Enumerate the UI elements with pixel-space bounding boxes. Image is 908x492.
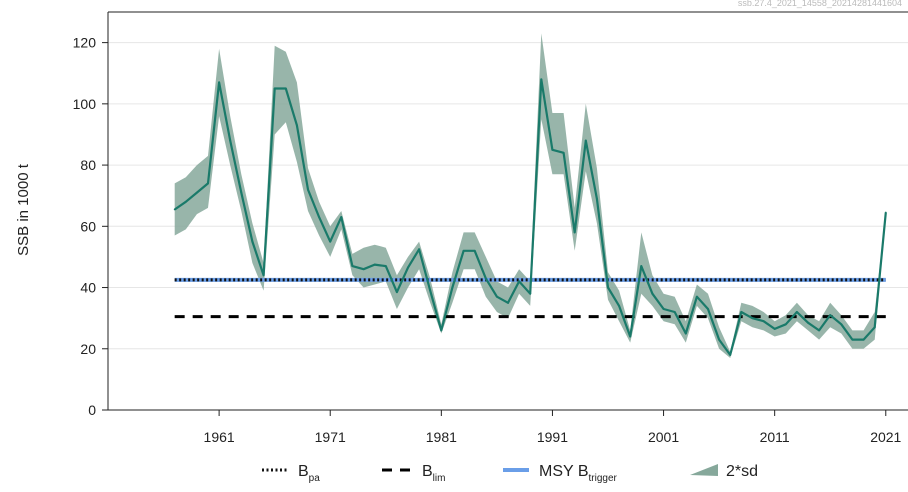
ssb-point <box>740 311 743 313</box>
y-axis-title: SSB in 1000 t <box>15 163 32 256</box>
ssb-point <box>651 292 654 295</box>
ssb-point <box>629 335 632 338</box>
axes <box>107 11 908 411</box>
ssb-point <box>562 151 565 154</box>
legend-subscript: trigger <box>589 473 618 484</box>
ssb-point <box>829 314 832 316</box>
ssb-point <box>318 216 321 219</box>
legend: Bpa Blim MSY Btrigger 2*sd <box>262 463 758 484</box>
ssb-point <box>184 200 187 203</box>
ssb-point <box>784 323 787 326</box>
ssb-point <box>451 286 454 289</box>
y-tick-label: 40 <box>80 280 96 296</box>
x-tick-label: 2021 <box>870 429 901 445</box>
ssb-point <box>518 280 521 283</box>
ssb-point <box>695 295 698 298</box>
ssb-point <box>473 249 476 252</box>
ssb-point <box>440 329 443 332</box>
legend-label-bpa: Bpa <box>298 463 320 484</box>
ssb-point <box>373 263 376 266</box>
ssb-point <box>840 323 843 326</box>
ssb-point <box>284 87 287 90</box>
ssb-point <box>684 332 687 335</box>
ssb-point <box>851 338 854 341</box>
y-tick-label: 20 <box>80 341 96 357</box>
ssb-point <box>862 338 865 341</box>
sd-band <box>174 33 886 359</box>
ssb-point <box>751 317 754 320</box>
y-tick-label: 120 <box>73 35 97 51</box>
ssb-point <box>607 286 609 289</box>
ssb-point <box>307 188 309 191</box>
ssb-point <box>351 265 354 268</box>
ssb-point <box>429 289 432 292</box>
ssb-point <box>418 248 421 251</box>
x-tick-label: 1961 <box>204 429 235 445</box>
legend-label-blim: Blim <box>422 463 445 484</box>
sd-band-group <box>174 33 886 359</box>
ssb-point <box>718 338 721 341</box>
ssb-point <box>295 124 298 127</box>
ssb-series-group <box>173 78 887 356</box>
ssb-point <box>173 208 176 211</box>
grid-lines <box>108 42 908 350</box>
x-axis-ticks: 1961 1971 1981 1991 2001 2011 2021 <box>204 410 902 445</box>
x-tick-label: 1971 <box>315 429 346 445</box>
ssb-point <box>773 327 776 330</box>
ssb-point <box>362 268 365 271</box>
legend-label-band: 2*sd <box>726 463 758 480</box>
ssb-point <box>218 81 221 84</box>
ssb-point <box>407 266 409 269</box>
ssb-point <box>384 265 387 268</box>
legend-subscript: lim <box>433 473 446 484</box>
ssb-point <box>240 191 243 194</box>
x-tick-label: 2001 <box>648 429 679 445</box>
ssb-point <box>795 311 798 313</box>
legend-band-swatch <box>690 464 718 476</box>
ssb-point <box>507 301 509 304</box>
ssb-point <box>618 305 621 307</box>
ssb-point <box>762 320 765 323</box>
ssb-point <box>273 87 276 90</box>
ssb-point <box>729 353 732 356</box>
ssb-point <box>262 274 265 277</box>
ssb-point <box>329 240 332 243</box>
x-tick-label: 2011 <box>760 429 790 445</box>
ssb-point <box>673 311 676 313</box>
ssb-point <box>251 240 254 243</box>
ssb-point <box>395 291 398 294</box>
ssb-point <box>595 197 598 200</box>
y-tick-label: 100 <box>73 96 97 112</box>
legend-label-msy: MSY Btrigger <box>539 463 618 484</box>
ssb-point <box>807 321 809 324</box>
ssb-point <box>229 139 232 142</box>
ssb-point <box>640 265 643 268</box>
ssb-point <box>484 277 487 280</box>
ssb-point <box>551 148 554 151</box>
ssb-point <box>462 249 465 252</box>
ssb-point <box>529 292 532 295</box>
y-tick-label: 80 <box>80 157 96 173</box>
y-tick-label: 60 <box>80 218 96 234</box>
legend-subscript: pa <box>309 473 321 484</box>
ssb-point <box>340 216 343 219</box>
ssb-point <box>540 78 543 81</box>
y-tick-label: 0 <box>88 402 96 418</box>
ssb-point <box>873 326 876 329</box>
ssb-point <box>207 182 209 185</box>
ssb-point <box>495 295 498 298</box>
y-axis-ticks: 0 20 40 60 80 100 120 <box>73 35 108 418</box>
x-tick-label: 1991 <box>537 429 568 445</box>
x-tick-label: 1981 <box>426 429 457 445</box>
ssb-point <box>884 211 887 214</box>
ssb-point <box>195 191 198 194</box>
ssb-point <box>584 139 587 142</box>
ssb-point <box>573 231 576 234</box>
ssb-point <box>662 308 665 310</box>
chart-watermark: ssb.27.4_2021_14558_20214281441604 <box>738 0 902 8</box>
ssb-point <box>707 308 709 310</box>
ssb-point <box>818 329 821 332</box>
